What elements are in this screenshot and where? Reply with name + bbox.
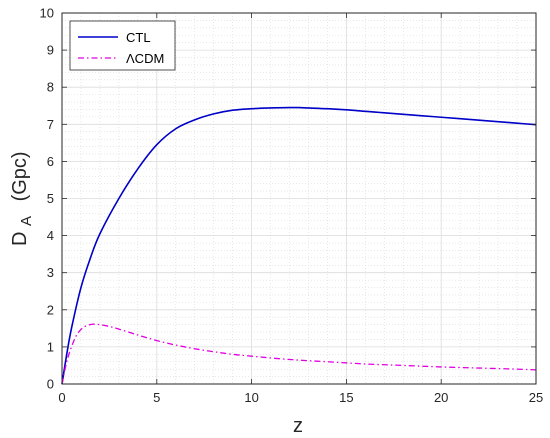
x-tick-label: 20 — [434, 390, 448, 405]
axis-ticks — [61, 12, 537, 385]
x-tick-label: 15 — [339, 390, 353, 405]
y-tick-label: 4 — [47, 228, 54, 243]
x-tick-label: 10 — [244, 390, 258, 405]
x-axis-label: z — [293, 415, 303, 437]
legend-box — [69, 20, 176, 71]
series-line-ctl — [61, 106, 537, 385]
y-axis-label: D A (Gpc) — [9, 151, 36, 246]
y-tick-label: 8 — [47, 80, 54, 95]
y-tick-label: 9 — [47, 43, 54, 58]
x-tick-label: 5 — [153, 390, 160, 405]
x-tick-label: 0 — [58, 390, 65, 405]
y-tick-label: 5 — [47, 191, 54, 206]
legend-label-ctl: CTL — [126, 30, 151, 45]
minor-grid — [62, 13, 536, 384]
y-axis-label-main: D — [9, 232, 31, 246]
y-tick-label: 0 — [47, 377, 54, 392]
y-tick-label: 2 — [47, 302, 54, 317]
y-tick-label: 6 — [47, 154, 54, 169]
y-tick-label: 7 — [47, 117, 54, 132]
y-tick-label: 10 — [40, 6, 54, 21]
x-tick-label: 25 — [529, 390, 543, 405]
series-line-cdm — [61, 323, 537, 385]
legend: CTL ΛCDM — [69, 20, 176, 71]
y-axis-label-unit: (Gpc) — [9, 151, 31, 201]
y-tick-label: 3 — [47, 265, 54, 280]
y-tick-labels: 0 1 2 3 4 5 6 7 8 9 10 — [40, 6, 54, 392]
series-layer — [61, 106, 537, 385]
y-tick-label: 1 — [47, 339, 54, 354]
y-axis-label-subscript: A — [18, 216, 35, 226]
legend-label-lcdm: ΛCDM — [126, 51, 164, 66]
x-tick-labels: 0 5 10 15 20 25 — [58, 390, 543, 405]
